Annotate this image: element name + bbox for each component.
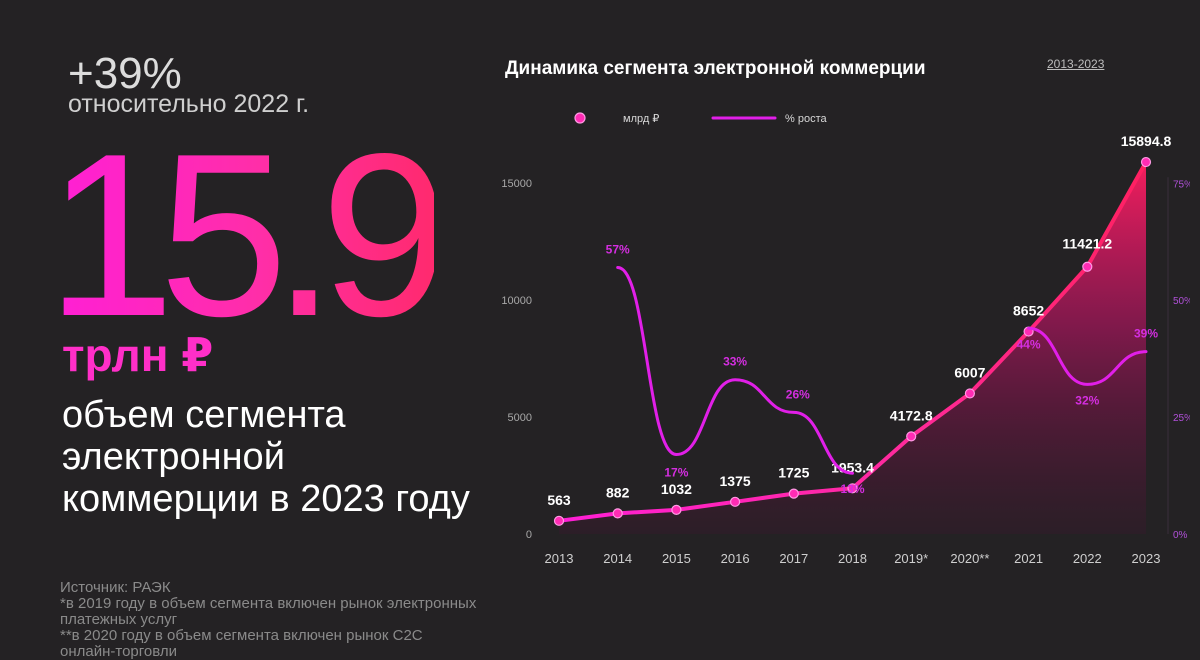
footnotes: Источник: РАЭК *в 2019 году в объем сегм… xyxy=(60,580,480,660)
volume-data-label: 4172.8 xyxy=(890,407,933,423)
volume-point xyxy=(553,515,565,526)
ecommerce-chart: 0 5000 10000 15000 0% 25% 50% 75% 2013 2014 2015 20… xyxy=(501,112,1190,566)
growth-line-segment xyxy=(1027,326,1148,386)
x-tick-label: 2021 xyxy=(1014,551,1043,566)
volume-area xyxy=(559,162,1146,534)
volume-data-label: 1725 xyxy=(778,465,809,481)
x-tick-label: 2022 xyxy=(1073,551,1102,566)
headline-panel: +39% относительно 2022 г. 15.9 трлн ₽ об… xyxy=(0,0,480,660)
chart-legend: млрд ₽ % роста xyxy=(545,112,827,125)
volume-data-label: 882 xyxy=(606,484,630,500)
volume-point xyxy=(847,483,858,494)
footnote-2019: *в 2019 году в объем сегмента включен ры… xyxy=(60,595,477,628)
growth-data-label: 32% xyxy=(1075,393,1099,407)
volume-data-label: 1375 xyxy=(720,473,751,489)
growth-data-label: 33% xyxy=(723,355,747,369)
segment-volume-unit: трлн ₽ xyxy=(62,329,214,381)
footnote-2020: **в 2020 году в объем сегмента включен р… xyxy=(60,627,423,660)
growth-data-label: 39% xyxy=(1134,327,1158,341)
growth-data-label: 57% xyxy=(606,242,630,256)
y-tick-left: 5000 xyxy=(508,412,532,424)
growth-data-label: 13% xyxy=(840,482,864,496)
y-tick-right: 25% xyxy=(1173,413,1190,424)
segment-volume-value: 15.9 xyxy=(46,106,450,365)
x-tick-label: 2018 xyxy=(838,551,867,566)
growth-data-label: 17% xyxy=(664,466,688,480)
source-note: Источник: РАЭК xyxy=(60,579,171,596)
x-tick-label: 2013 xyxy=(545,551,574,566)
y-tick-left: 0 xyxy=(526,529,532,541)
chart-subtitle: 2013-2023 xyxy=(1047,57,1105,71)
volume-point xyxy=(788,488,799,499)
growth-percent: +39% xyxy=(68,49,182,98)
x-tick-label: 2016 xyxy=(721,551,750,566)
growth-caption: относительно 2022 г. xyxy=(68,90,310,118)
volume-point xyxy=(671,504,682,515)
segment-description: объем сегмента электронной коммерции в 2… xyxy=(62,394,470,520)
x-tick-label: 2019* xyxy=(894,551,928,566)
legend-growth-label: % роста xyxy=(785,113,827,125)
legend-volume-label: млрд ₽ xyxy=(623,113,659,125)
volume-point xyxy=(730,496,741,507)
growth-line-segment xyxy=(616,265,854,475)
chart-title: Динамика сегмента электронной коммерции xyxy=(505,58,926,79)
x-tick-label: 2017 xyxy=(779,551,808,566)
y-tick-right: 0% xyxy=(1173,530,1188,541)
volume-data-label: 1032 xyxy=(661,481,692,497)
y-tick-left: 10000 xyxy=(501,295,532,307)
volume-point xyxy=(964,388,975,399)
volume-data-label: 11421.2 xyxy=(1062,236,1112,252)
volume-data-label: 15894.8 xyxy=(1121,133,1172,149)
volume-data-label: 563 xyxy=(547,492,571,508)
y-tick-left: 15000 xyxy=(501,178,532,190)
growth-data-label: 44% xyxy=(1017,337,1041,351)
growth-data-label: 26% xyxy=(786,387,810,401)
y-tick-right: 50% xyxy=(1173,296,1190,307)
volume-point xyxy=(1140,156,1152,168)
x-tick-label: 2015 xyxy=(662,551,691,566)
y-tick-right: 75% xyxy=(1173,179,1190,190)
x-tick-label: 2020** xyxy=(950,551,989,566)
volume-point xyxy=(612,508,623,519)
volume-data-label: 6007 xyxy=(954,364,985,380)
x-tick-label: 2023 xyxy=(1132,551,1161,566)
legend-volume-marker xyxy=(574,112,586,124)
x-tick-label: 2014 xyxy=(603,551,632,566)
volume-point xyxy=(906,431,917,442)
volume-data-label: 8652 xyxy=(1013,303,1044,319)
volume-point xyxy=(1082,261,1093,272)
